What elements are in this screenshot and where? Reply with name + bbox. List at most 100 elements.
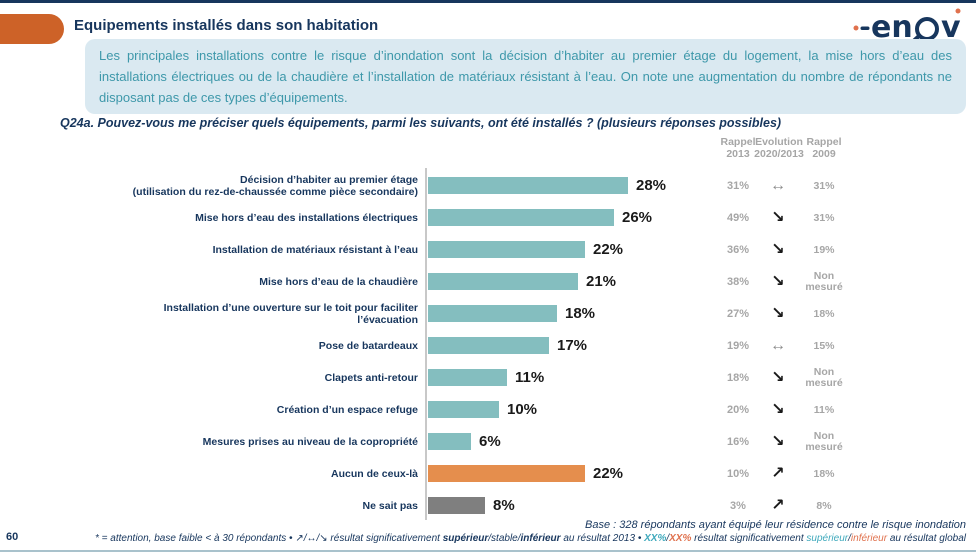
footnote-superior: supérieur <box>806 533 849 544</box>
trend-down-icon: ↘ <box>771 209 785 226</box>
rappel-2013-value: 18% <box>726 372 750 384</box>
rappel-2009-line: Non <box>813 366 835 378</box>
bar <box>428 209 614 226</box>
category-label-line: l’évacuation <box>357 314 418 326</box>
chart-row: Pose de batardeaux 17% 19% ↔ 15% <box>0 330 976 362</box>
bar <box>428 465 585 482</box>
value-label: 21% <box>586 273 617 290</box>
rappel-2013-value: 19% <box>726 340 750 352</box>
footnote: * = attention, base faible < à 30 répond… <box>95 533 966 544</box>
bar <box>428 305 557 322</box>
trend-down-icon: ↘ <box>771 401 785 418</box>
base-note: Base : 328 répondants ayant équipé leur … <box>585 519 966 531</box>
rappel-2009-line: mesuré <box>805 441 843 453</box>
trend-down-icon: ↘ <box>771 433 785 450</box>
category-label: Ne sait pas <box>56 490 418 522</box>
column-header-line: Rappel <box>720 136 756 148</box>
category-label: Création d’un espace refuge <box>56 394 418 426</box>
page-number: 60 <box>6 531 19 543</box>
rappel-2009-line: Non <box>813 270 835 282</box>
footnote-text: /stable/ <box>488 533 521 544</box>
rappel-2013-value: 20% <box>726 404 750 416</box>
category-label: Installation de matériaux résistant à l’… <box>56 234 418 266</box>
column-header-evolution: Evolution 2020/2013 <box>750 136 808 160</box>
category-label: Aucun de ceux-là <box>56 458 418 490</box>
column-header-line: 2013 <box>726 148 750 160</box>
chart-row: Décision d’habiter au premier étage (util… <box>0 170 976 202</box>
bar <box>428 273 578 290</box>
trend-up-icon: ↗ <box>771 465 785 482</box>
bar <box>428 177 628 194</box>
footnote-text: inférieur <box>520 533 561 544</box>
rappel-2013-value: 49% <box>726 212 750 224</box>
category-label-line: Installation de matériaux résistant à l’… <box>212 243 418 256</box>
rappel-2013-value: 10% <box>726 468 750 480</box>
bottom-border <box>0 550 976 552</box>
logo-dash <box>860 26 870 30</box>
category-label-line: Mise hors d’eau de la chaudière <box>259 275 418 288</box>
category-label-line: Ne sait pas <box>362 499 418 512</box>
category-label-line: Création d’un espace refuge <box>276 403 418 416</box>
bar <box>428 433 471 450</box>
chart-axis-line <box>425 168 427 520</box>
trend-down-icon: ↘ <box>771 241 785 258</box>
value-label: 22% <box>593 465 624 482</box>
rappel-2013-value: 31% <box>726 180 750 192</box>
footnote-text: supérieur <box>442 533 489 544</box>
category-label: Clapets anti-retour <box>56 362 418 394</box>
chart-row: Mise hors d’eau de la chaudière 21% 38% ↘ No… <box>0 266 976 298</box>
rappel-2009-value: 15% <box>813 339 835 352</box>
rappel-2009-line: Non <box>813 430 835 442</box>
column-header-line: 2009 <box>812 148 836 160</box>
question-text: Q24a. Pouvez-vous me préciser quels équi… <box>60 116 782 130</box>
rappel-2013-value: 38% <box>726 276 750 288</box>
rappel-2009-value: Non mesuré <box>798 426 850 458</box>
trend-up-icon: ↗ <box>771 497 785 514</box>
rappel-2009-line: mesuré <box>805 281 843 293</box>
rappel-2009-value: 18% <box>813 467 835 480</box>
top-border <box>0 0 976 3</box>
logo-orange-dot <box>955 8 961 14</box>
footnote-inferior: inférieur <box>850 533 888 544</box>
category-label: Mise hors d’eau des installations électr… <box>56 202 418 234</box>
logo-letter-v: v <box>941 10 961 45</box>
bar <box>428 241 585 258</box>
category-label-line: (utilisation du rez-de-chaussée comme pi… <box>132 186 418 198</box>
rappel-2009-value: 11% <box>813 403 835 416</box>
chart-row: Aucun de ceux-là 22% 10% ↗ 18% <box>0 458 976 490</box>
category-label: Mise hors d’eau de la chaudière <box>56 266 418 298</box>
column-header-line: 2020/2013 <box>754 148 804 160</box>
footnote-text: au résultat global <box>887 533 966 544</box>
column-header-rappel-2013: Rappel 2013 <box>710 136 766 160</box>
category-label: Installation d’une ouverture sur le toit… <box>56 298 418 330</box>
category-label-line: Installation d’une ouverture sur le toit… <box>163 301 418 314</box>
chart-row: Création d’un espace refuge 10% 20% ↘ 11% <box>0 394 976 426</box>
trend-stable-icon: ↔ <box>770 177 786 194</box>
rappel-2009-value: Non mesuré <box>798 266 850 298</box>
rappel-2009-value: Non mesuré <box>798 362 850 394</box>
bar <box>428 337 549 354</box>
column-header-rappel-2009: Rappel 2009 <box>796 136 852 160</box>
logo-orange-dash-dot <box>853 25 859 31</box>
rappel-2009-value: 8% <box>816 499 832 512</box>
value-label: 17% <box>557 337 588 354</box>
value-label: 8% <box>493 497 515 514</box>
category-label: Mesures prises au niveau de la coproprié… <box>56 426 418 458</box>
category-label-line: Pose de batardeaux <box>318 339 418 352</box>
column-header-line: Evolution <box>755 136 803 148</box>
header-accent-tab <box>0 14 64 44</box>
rappel-2013-value: 16% <box>726 436 750 448</box>
column-header-line: Rappel <box>806 136 842 148</box>
rappel-2013-value: 3% <box>730 500 746 512</box>
chart-row: Ne sait pas 8% 3% ↗ 8% <box>0 490 976 522</box>
footnote-text: résultat significativement <box>691 533 807 544</box>
category-label-line: Décision d’habiter au premier étage <box>240 173 418 186</box>
rappel-2013-value: 27% <box>726 308 750 320</box>
footnote-xx-superior: XX% <box>644 533 667 544</box>
trend-down-icon: ↘ <box>771 369 785 386</box>
trend-down-icon: ↘ <box>771 273 785 290</box>
chart-row: Clapets anti-retour 11% 18% ↘ Non mesuré <box>0 362 976 394</box>
rappel-2009-value: 31% <box>813 211 835 224</box>
summary-callout: Les principales installations contre le … <box>85 39 966 114</box>
value-label: 6% <box>479 433 501 450</box>
